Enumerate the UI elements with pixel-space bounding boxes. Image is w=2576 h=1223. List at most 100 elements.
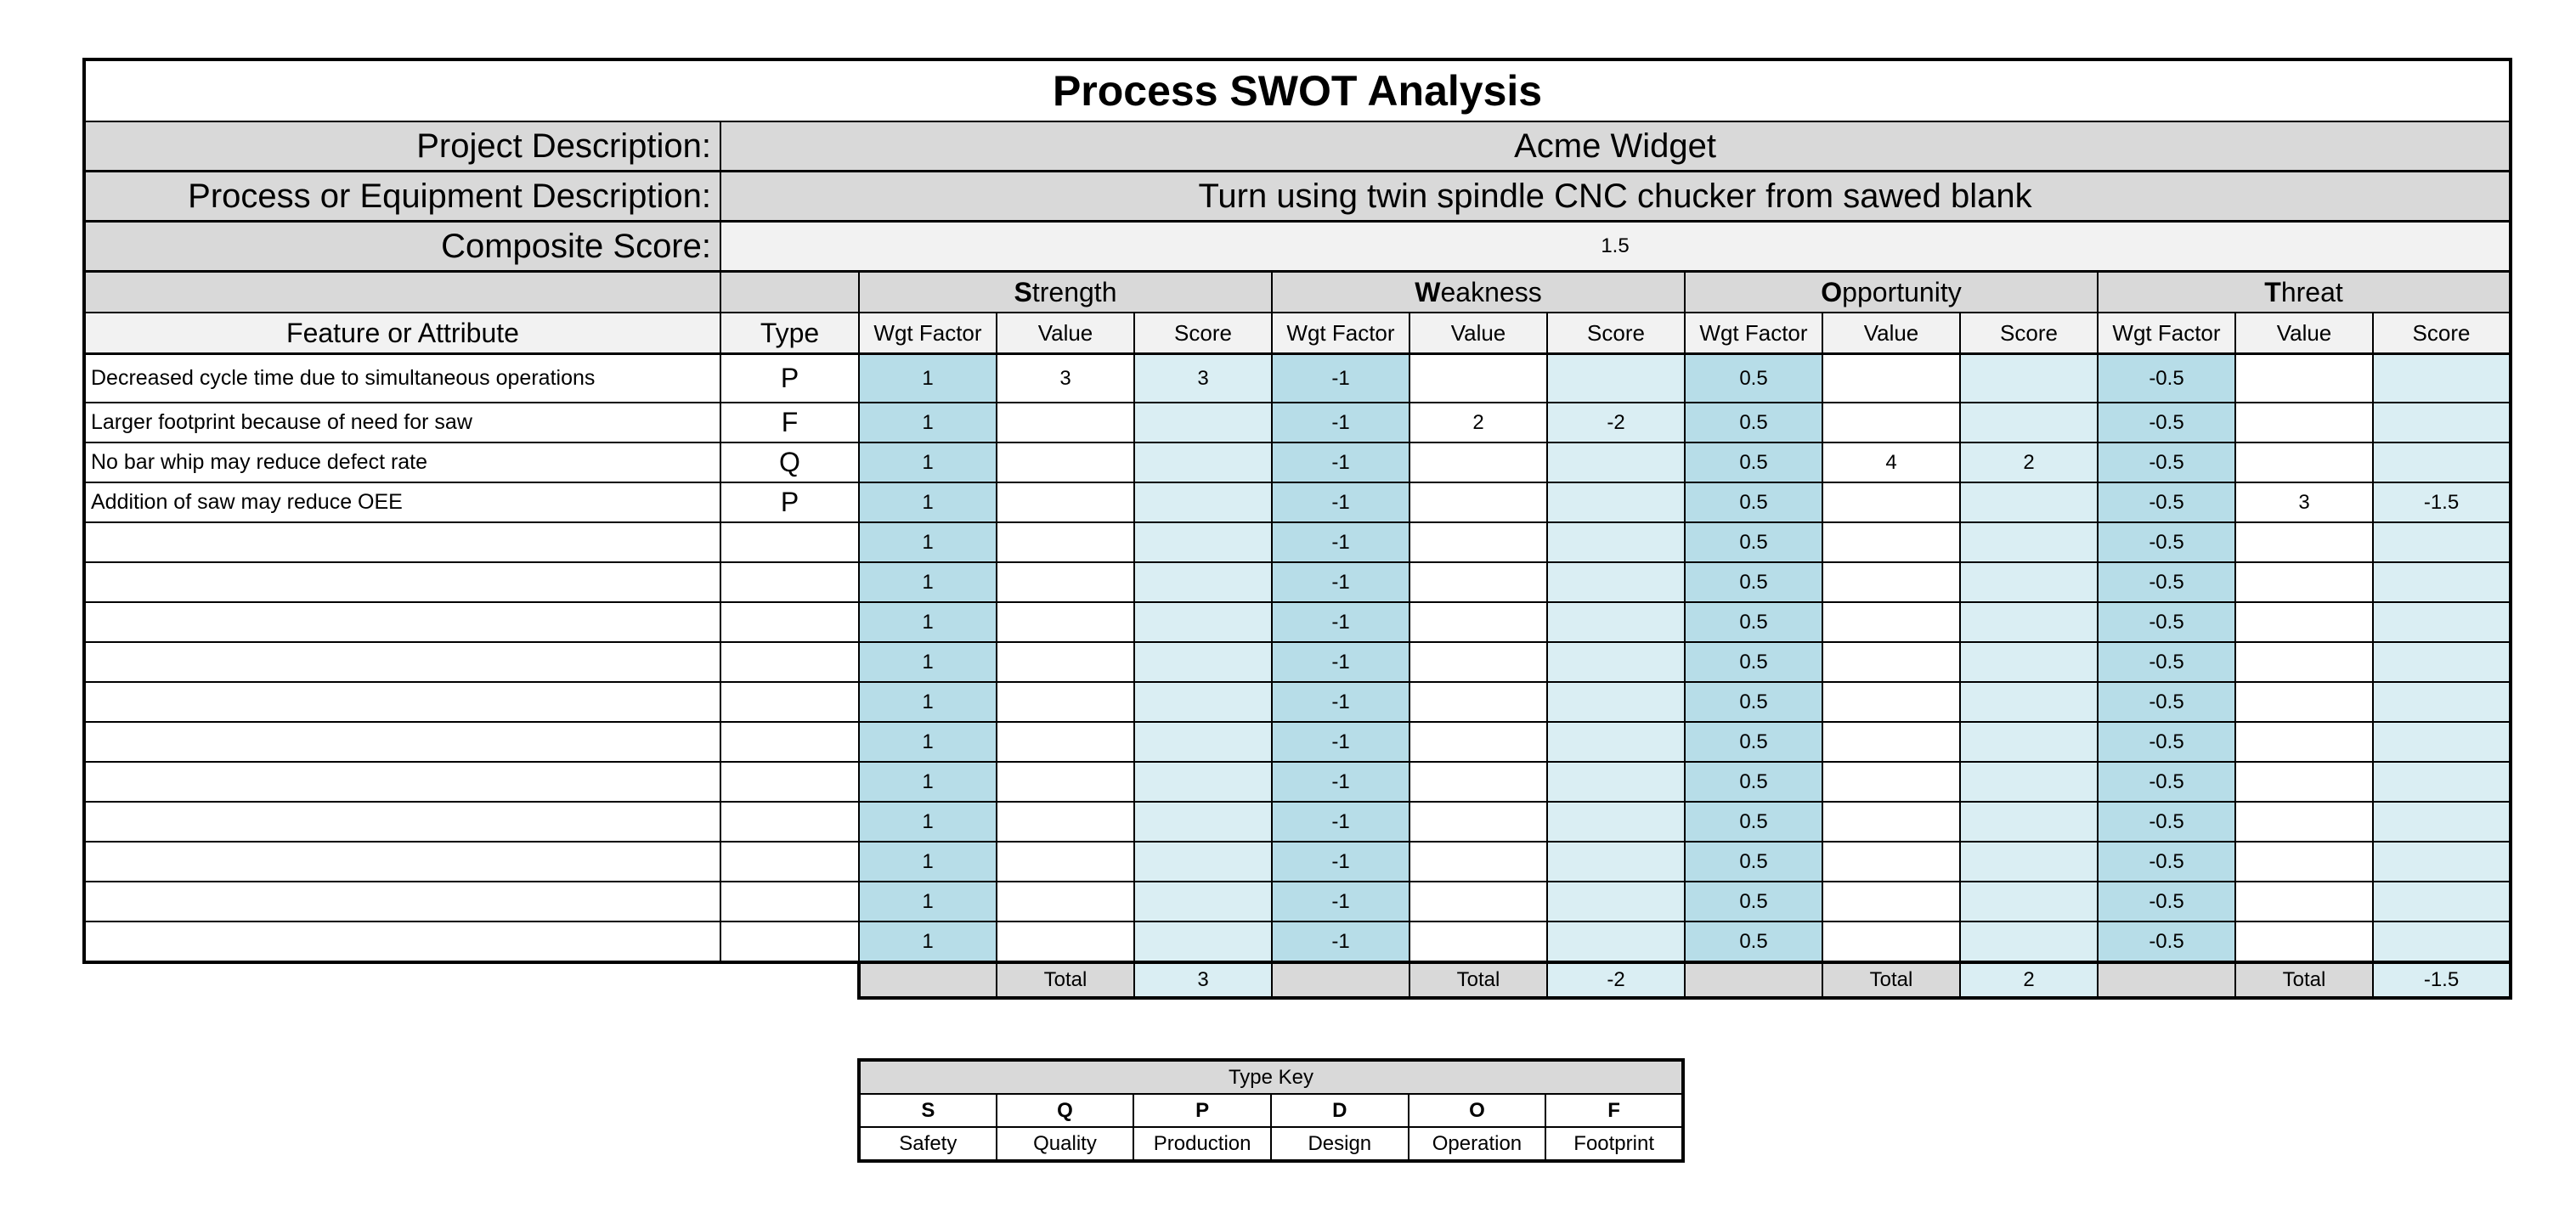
type-cell[interactable] <box>720 761 860 803</box>
feature-cell[interactable] <box>82 601 721 643</box>
value-cell-threat[interactable] <box>2234 641 2374 683</box>
value-cell-threat[interactable] <box>2234 921 2374 964</box>
value-cell-strength[interactable] <box>996 881 1135 922</box>
value-cell-weakness[interactable] <box>1409 601 1548 643</box>
value-cell-threat[interactable] <box>2234 761 2374 803</box>
value-cell-strength[interactable] <box>996 721 1135 763</box>
value-cell-weakness[interactable] <box>1409 801 1548 843</box>
type-cell[interactable] <box>720 561 860 603</box>
type-cell[interactable]: F <box>720 402 860 443</box>
value-cell-strength[interactable]: 3 <box>996 352 1135 403</box>
value-cell-opportunity[interactable]: 4 <box>1822 442 1961 483</box>
type-cell[interactable] <box>720 841 860 882</box>
value-cell-weakness[interactable] <box>1409 721 1548 763</box>
score-cell-opportunity <box>1959 521 2099 563</box>
value-cell-threat[interactable] <box>2234 352 2374 403</box>
feature-cell[interactable] <box>82 921 721 964</box>
feature-cell[interactable]: Addition of saw may reduce OEE <box>82 482 721 523</box>
type-cell[interactable]: P <box>720 482 860 523</box>
value-cell-threat[interactable] <box>2234 402 2374 443</box>
type-cell[interactable] <box>720 881 860 922</box>
type-cell[interactable] <box>720 681 860 723</box>
value-cell-opportunity[interactable] <box>1822 601 1961 643</box>
feature-cell[interactable] <box>82 801 721 843</box>
value-cell-weakness[interactable] <box>1409 681 1548 723</box>
value-cell-strength[interactable] <box>996 641 1135 683</box>
feature-cell[interactable] <box>82 641 721 683</box>
type-cell[interactable] <box>720 521 860 563</box>
value-cell-weakness[interactable]: 2 <box>1409 402 1548 443</box>
feature-cell[interactable]: Decreased cycle time due to simultaneous… <box>82 352 721 403</box>
feature-cell[interactable] <box>82 761 721 803</box>
value-cell-opportunity[interactable] <box>1822 721 1961 763</box>
value-cell-weakness[interactable] <box>1409 841 1548 882</box>
value-cell-strength[interactable] <box>996 561 1135 603</box>
value-cell-weakness[interactable] <box>1409 641 1548 683</box>
value-cell-threat[interactable] <box>2234 721 2374 763</box>
feature-cell[interactable]: No bar whip may reduce defect rate <box>82 442 721 483</box>
value-cell-strength[interactable] <box>996 601 1135 643</box>
value-cell-threat[interactable] <box>2234 442 2374 483</box>
value-cell-strength[interactable] <box>996 761 1135 803</box>
value-cell-opportunity[interactable] <box>1822 482 1961 523</box>
project-value-cell[interactable]: Acme Widget <box>719 121 2513 172</box>
value-cell-strength[interactable] <box>996 921 1135 964</box>
feature-cell[interactable] <box>82 841 721 882</box>
value-cell-weakness[interactable] <box>1409 881 1548 922</box>
value-cell-weakness[interactable] <box>1409 482 1548 523</box>
value-cell-opportunity[interactable] <box>1822 761 1961 803</box>
value-cell-opportunity[interactable] <box>1822 881 1961 922</box>
type-key-name: Design <box>1269 1126 1409 1163</box>
value-cell-strength[interactable] <box>996 801 1135 843</box>
value-cell-threat[interactable] <box>2234 561 2374 603</box>
feature-cell[interactable] <box>82 521 721 563</box>
value-cell-weakness[interactable] <box>1409 921 1548 964</box>
value-cell-threat[interactable] <box>2234 681 2374 723</box>
value-cell-threat[interactable]: 3 <box>2234 482 2374 523</box>
type-cell[interactable]: Q <box>720 442 860 483</box>
value-cell-threat[interactable] <box>2234 601 2374 643</box>
value-cell-weakness[interactable] <box>1409 761 1548 803</box>
value-cell-weakness[interactable] <box>1409 442 1548 483</box>
value-cell-opportunity[interactable] <box>1822 841 1961 882</box>
score-cell-opportunity <box>1959 681 2099 723</box>
feature-cell[interactable] <box>82 561 721 603</box>
value-cell-strength[interactable] <box>996 442 1135 483</box>
wgt-factor-cell-opportunity: 0.5 <box>1684 721 1823 763</box>
value-cell-threat[interactable] <box>2234 881 2374 922</box>
value-cell-weakness[interactable] <box>1409 352 1548 403</box>
score-cell-strength <box>1133 521 1273 563</box>
type-cell[interactable] <box>720 921 860 964</box>
value-cell-opportunity[interactable] <box>1822 352 1961 403</box>
process-value-cell[interactable]: Turn using twin spindle CNC chucker from… <box>719 170 2513 223</box>
value-cell-opportunity[interactable] <box>1822 681 1961 723</box>
value-cell-strength[interactable] <box>996 482 1135 523</box>
score-header-threat: Score <box>2371 312 2513 355</box>
value-cell-threat[interactable] <box>2234 521 2374 563</box>
type-cell[interactable] <box>720 601 860 643</box>
value-cell-strength[interactable] <box>996 841 1135 882</box>
value-cell-strength[interactable] <box>996 681 1135 723</box>
score-cell-threat <box>2371 841 2513 882</box>
type-cell[interactable] <box>720 721 860 763</box>
value-cell-opportunity[interactable] <box>1822 921 1961 964</box>
feature-cell[interactable] <box>82 881 721 922</box>
value-cell-strength[interactable] <box>996 402 1135 443</box>
value-cell-threat[interactable] <box>2234 801 2374 843</box>
score-cell-threat <box>2371 561 2513 603</box>
type-cell[interactable] <box>720 641 860 683</box>
feature-cell[interactable] <box>82 721 721 763</box>
value-cell-threat[interactable] <box>2234 841 2374 882</box>
value-cell-opportunity[interactable] <box>1822 521 1961 563</box>
value-cell-weakness[interactable] <box>1409 521 1548 563</box>
value-cell-opportunity[interactable] <box>1822 402 1961 443</box>
feature-cell[interactable]: Larger footprint because of need for saw <box>82 402 721 443</box>
type-cell[interactable]: P <box>720 352 860 403</box>
value-cell-opportunity[interactable] <box>1822 801 1961 843</box>
type-cell[interactable] <box>720 801 860 843</box>
feature-cell[interactable] <box>82 681 721 723</box>
value-cell-opportunity[interactable] <box>1822 561 1961 603</box>
value-cell-weakness[interactable] <box>1409 561 1548 603</box>
value-cell-opportunity[interactable] <box>1822 641 1961 683</box>
value-cell-strength[interactable] <box>996 521 1135 563</box>
